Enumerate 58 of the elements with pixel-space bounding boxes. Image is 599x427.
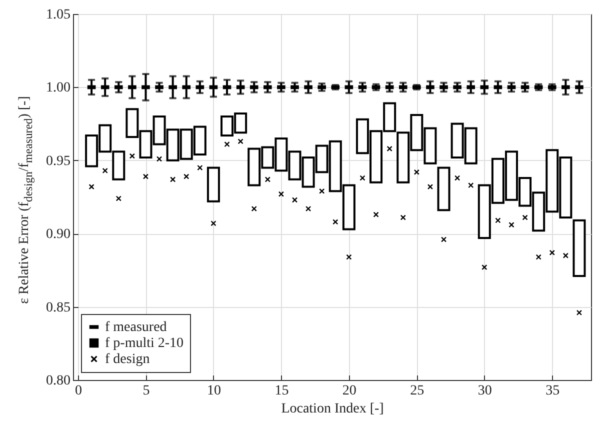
point <box>468 182 474 188</box>
point <box>88 184 94 190</box>
point <box>129 153 135 159</box>
point <box>332 219 338 225</box>
y-tick-label: 1.00 <box>46 80 70 96</box>
y-tick-label: 1.05 <box>46 8 70 22</box>
point <box>238 138 244 144</box>
x-tick-label: 30 <box>478 384 492 398</box>
point <box>251 206 257 212</box>
point <box>522 214 528 220</box>
point <box>373 212 379 218</box>
point <box>536 254 542 260</box>
legend-label: f p-multi 2-10 <box>105 336 184 351</box>
point <box>576 310 582 316</box>
bar <box>206 166 220 202</box>
x-tick-label: 35 <box>546 384 560 398</box>
legend-label: f design <box>105 352 150 367</box>
point <box>116 196 122 202</box>
point <box>414 169 420 175</box>
point <box>102 168 108 174</box>
point <box>142 174 149 180</box>
point <box>562 252 568 258</box>
point <box>197 164 203 171</box>
point <box>292 197 298 203</box>
y-tick-label: 0.80 <box>46 374 70 388</box>
point <box>427 184 434 190</box>
point <box>278 191 284 197</box>
point <box>184 174 190 180</box>
x-tick-label: 20 <box>342 384 356 398</box>
y-tick-label: 0.95 <box>46 154 70 169</box>
x-tick-label: 25 <box>410 384 424 398</box>
legend-label: f measured <box>105 320 167 335</box>
point <box>495 218 501 224</box>
point <box>440 236 447 242</box>
x-tick-label: 15 <box>274 384 289 398</box>
x-axis-title: Location Index [-] <box>281 402 384 416</box>
point <box>264 176 270 182</box>
x-tick-label: 5 <box>142 384 150 398</box>
x-tick-label: 0 <box>75 384 82 398</box>
point <box>386 146 392 152</box>
x-tick-label: 10 <box>206 384 221 398</box>
y-tick-label: 0.85 <box>46 300 70 316</box>
point <box>210 220 216 226</box>
point <box>549 250 555 256</box>
bar <box>437 166 450 212</box>
point <box>482 264 488 270</box>
point <box>305 206 312 212</box>
point <box>400 214 406 220</box>
point <box>156 156 162 162</box>
point <box>170 176 176 182</box>
point <box>508 222 514 228</box>
bar <box>572 219 586 278</box>
y-tick-label: 0.90 <box>46 227 70 242</box>
point <box>454 175 460 181</box>
point <box>224 141 230 148</box>
point <box>319 188 325 194</box>
point <box>360 175 366 181</box>
point <box>346 254 352 260</box>
